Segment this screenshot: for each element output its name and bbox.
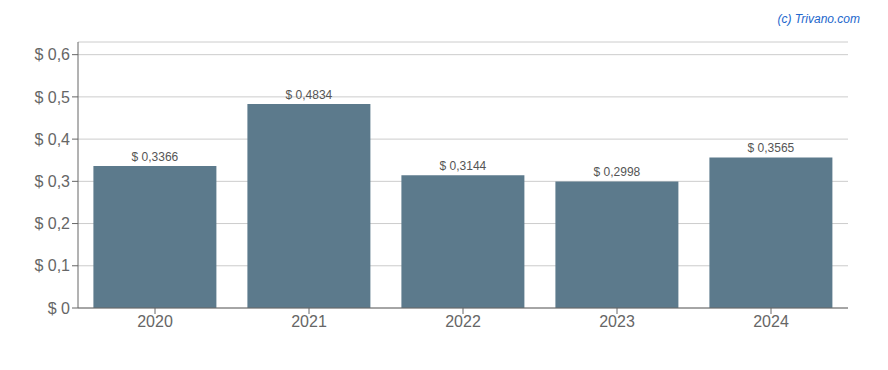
svg-text:2023: 2023	[599, 313, 635, 330]
svg-text:$ 0,3144: $ 0,3144	[440, 159, 487, 173]
svg-text:$ 0,4: $ 0,4	[34, 131, 70, 148]
html-text:(c) Trivano.com: (c) Trivano.com	[777, 12, 860, 26]
svg-text:2020: 2020	[137, 313, 173, 330]
svg-text:$ 0,3: $ 0,3	[34, 173, 70, 190]
svg-text:2021: 2021	[291, 313, 327, 330]
svg-text:$ 0: $ 0	[48, 300, 70, 317]
svg-text:$ 0,3366: $ 0,3366	[132, 150, 179, 164]
svg-text:$ 0,6: $ 0,6	[34, 46, 70, 63]
svg-text:$ 0,1: $ 0,1	[34, 257, 70, 274]
svg-text:$ 0,2: $ 0,2	[34, 215, 70, 232]
svg-text:$ 0,2998: $ 0,2998	[594, 165, 641, 179]
svg-text:2022: 2022	[445, 313, 481, 330]
svg-text:$ 0,5: $ 0,5	[34, 89, 70, 106]
svg-text:$ 0,3565: $ 0,3565	[748, 141, 795, 155]
svg-text:$ 0,4834: $ 0,4834	[286, 88, 333, 102]
svg-text:2024: 2024	[753, 313, 789, 330]
